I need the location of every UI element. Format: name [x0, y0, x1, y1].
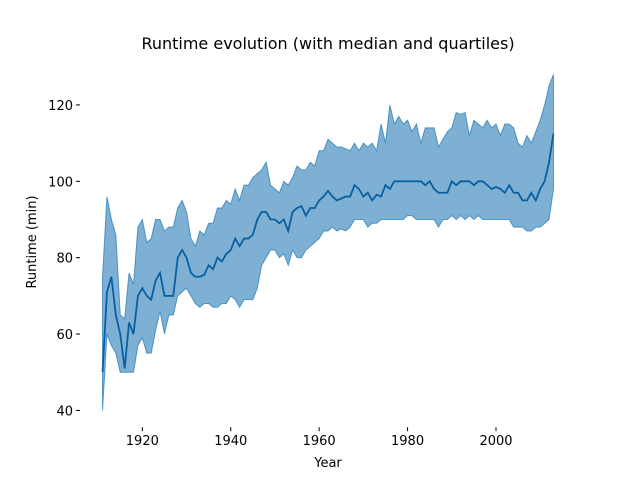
y-tick-label: 120 — [48, 99, 73, 114]
x-tick-label: 1960 — [303, 434, 336, 449]
y-axis-label: Runtime (min) — [25, 195, 40, 288]
chart-title: Runtime evolution (with median and quart… — [141, 34, 514, 53]
median-line — [101, 133, 555, 373]
x-tick-label: 1940 — [214, 434, 247, 449]
y-tick-label: 80 — [56, 252, 73, 267]
x-tick-label: 1980 — [391, 434, 424, 449]
x-axis-label: Year — [313, 456, 342, 471]
y-tick-label: 100 — [48, 175, 73, 190]
y-tick-label: 60 — [56, 328, 73, 343]
y-tick-label: 40 — [56, 404, 73, 419]
quartile-band — [102, 74, 554, 411]
x-tick-label: 1920 — [126, 434, 159, 449]
x-tick-label: 2000 — [479, 434, 512, 449]
